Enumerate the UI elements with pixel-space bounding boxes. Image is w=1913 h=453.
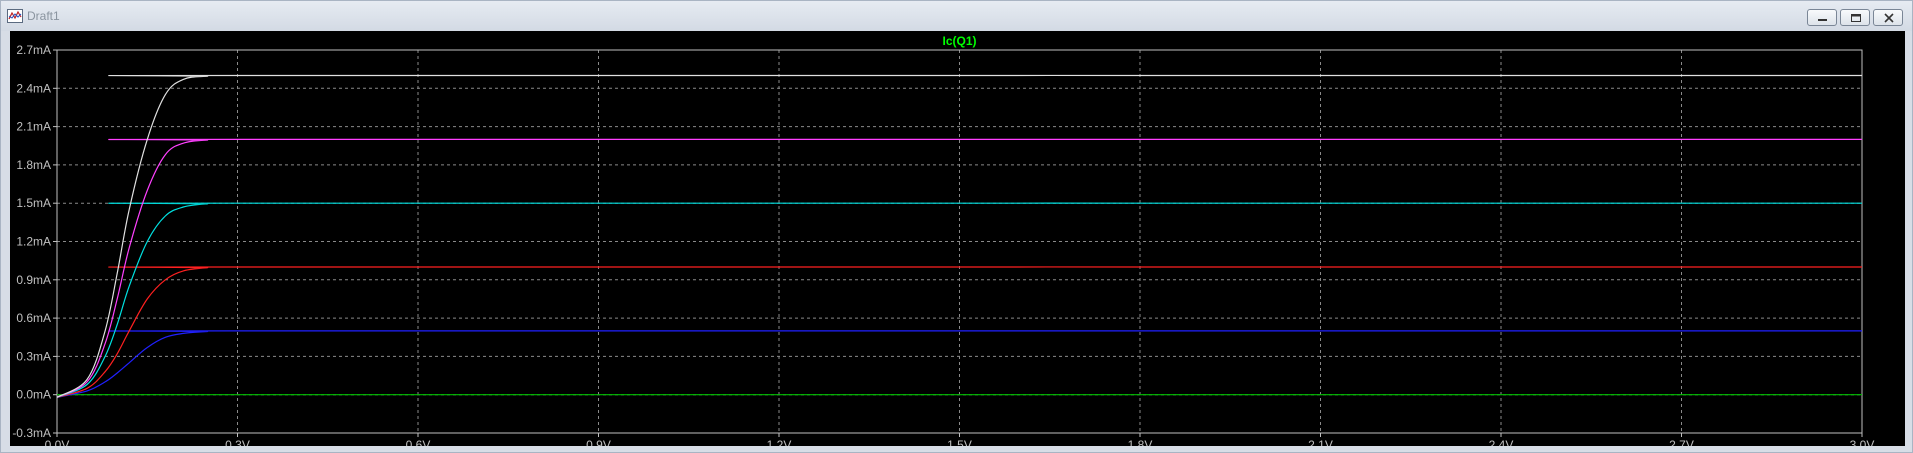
chart-title: Ic(Q1) [942, 34, 976, 48]
series-line-2 [56, 266, 1863, 398]
close-icon [1884, 13, 1894, 23]
y-tick-label: -0.3mA [12, 426, 51, 440]
series-line-5 [56, 74, 1863, 398]
y-tick-label: 2.7mA [16, 43, 51, 57]
restore-icon [1851, 14, 1861, 22]
window-title: Draft1 [27, 9, 60, 23]
chart-svg[interactable]: 0.0V 0.3V 0.6V 0.9V 1.2V 1.5V 1.8V 2.1V 2.4V 2.7V… [10, 31, 1905, 446]
minimize-button[interactable] [1807, 9, 1837, 26]
y-tick-label: 0.9mA [16, 273, 51, 287]
x-tick-label: 1.5V [947, 438, 972, 446]
x-tick-label: 0.0V [45, 438, 70, 446]
y-tick-label: 0.3mA [16, 349, 51, 363]
y-tick-label: 1.5mA [16, 196, 51, 210]
close-button[interactable] [1873, 9, 1903, 26]
waveform-icon [7, 9, 23, 23]
minimize-icon [1818, 19, 1827, 21]
series-line-4 [56, 138, 1863, 398]
x-tick-label: 0.6V [406, 438, 431, 446]
y-tick-label: 2.1mA [16, 120, 51, 134]
x-tick-label: 2.4V [1489, 438, 1514, 446]
y-tick-label: 1.2mA [16, 235, 51, 249]
y-tick-label: 0.0mA [16, 388, 51, 402]
x-tick-label: 0.3V [225, 438, 250, 446]
y-tick-label: 0.6mA [16, 311, 51, 325]
x-tick-label: 0.9V [586, 438, 611, 446]
title-bar[interactable]: Draft1 [1, 1, 1912, 31]
y-tick-label: 1.8mA [16, 158, 51, 172]
x-tick-label: 1.2V [767, 438, 792, 446]
y-tick-label: 2.4mA [16, 81, 51, 95]
plot-pane[interactable]: 0.0V 0.3V 0.6V 0.9V 1.2V 1.5V 1.8V 2.1V 2.4V 2.7V… [10, 31, 1905, 446]
x-tick-label: 3.0V [1850, 438, 1875, 446]
series-line-3 [56, 202, 1863, 398]
x-tick-label: 2.1V [1308, 438, 1333, 446]
x-tick-label: 2.7V [1669, 438, 1694, 446]
series-line-1 [56, 330, 1863, 398]
x-tick-label: 1.8V [1128, 438, 1153, 446]
restore-button[interactable] [1840, 9, 1870, 26]
